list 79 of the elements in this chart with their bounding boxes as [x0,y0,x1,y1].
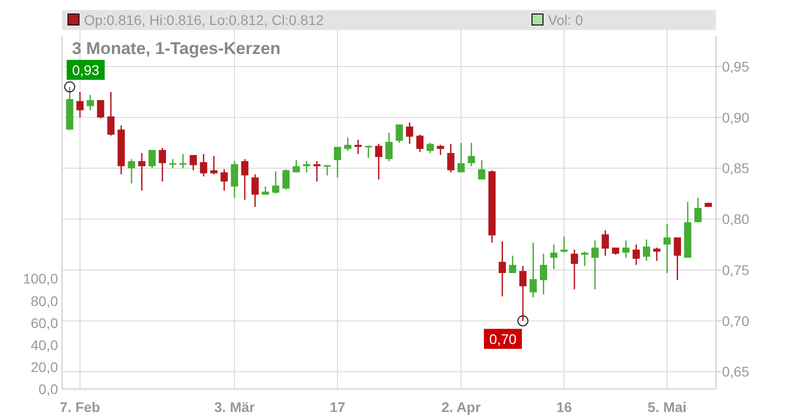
candlestick [540,253,548,296]
candlestick [76,91,84,118]
candlestick [128,158,136,184]
y-tick-label: 40,0 [30,336,58,353]
candlestick [530,242,537,298]
candlestick [674,236,682,281]
y2-tick-label: 0,70 [722,312,750,329]
y-tick-label: 60,0 [30,314,58,331]
candlestick [148,149,156,169]
y2-tick-label: 0,85 [722,160,750,176]
candlestick [478,159,486,180]
candlestick [86,94,94,111]
candlestick [302,160,310,173]
candlestick [581,251,588,267]
candlestick [334,146,342,178]
candlestick [375,143,382,180]
candlestick [468,142,476,167]
candlestick [436,144,444,156]
y2-tick-label: 0,65 [722,364,750,380]
x-tick-label: 7. Feb [60,399,100,415]
y-tick-label: 100,0 [22,270,58,287]
candlestick [406,122,414,144]
annotation: 0,93 [72,62,100,78]
candlestick [138,152,146,192]
x-tick-label: 17 [330,399,346,415]
y2-tick-label: 0,80 [722,211,750,228]
candlestick [364,145,372,159]
text: Op:0.816, Hi:0.816, Lo:0.812, Cl:0.812 [84,12,324,28]
candlestick [622,240,630,258]
candlestick [550,244,558,270]
candlestick [324,164,331,176]
candlestick [313,160,321,182]
annotation: 0,70 [489,330,517,347]
candlestick [385,132,393,162]
candlestick [591,240,599,290]
candlestick [200,153,208,178]
candlestick [457,142,465,173]
candlestick [694,197,702,223]
candlestick [416,134,424,153]
candlestick [642,238,650,262]
y2-tick-label: 0,95 [722,58,750,75]
candlestick [344,137,352,152]
candlestick [396,124,403,144]
y2-tick-label: 0,90 [722,109,750,126]
x-tick-label: 3. Mär [214,399,256,415]
candlestick [498,240,506,298]
candlestick [560,236,568,254]
candlestick [447,143,454,173]
y-tick-label: 80,0 [30,292,58,309]
candlestick [602,230,609,256]
candlestick [354,139,362,155]
y-tick-label: 0,0 [38,381,58,397]
candlestick [426,142,434,154]
candlestick [96,99,104,120]
chart-title: 3 Monate, 1-Tages-Kerzen [72,39,280,58]
candlestick [190,154,197,171]
candlestick [251,174,259,208]
candlestick [179,153,187,169]
x-tick-label: 16 [556,399,572,415]
candlestick [158,147,166,182]
y-tick-label: 20,0 [30,358,58,375]
candlestick [107,91,114,136]
candlestick [230,160,238,198]
candlestick [220,168,228,192]
x-tick-label: 2. Apr [442,399,482,415]
candlestick [653,246,660,262]
candlestick [508,255,516,274]
candlestick [292,159,300,173]
candlestick [282,168,290,190]
candlestick [664,224,671,274]
y2-tick-label: 0,75 [722,262,750,278]
candlestick [632,244,640,266]
candlestick [241,158,248,200]
text: Vol: 0 [548,12,584,28]
candlestick [169,158,176,169]
candlestick [570,248,578,290]
candlestick [210,155,218,175]
x-tick-label: 5. Mai [648,399,687,415]
candlestick [272,170,280,194]
